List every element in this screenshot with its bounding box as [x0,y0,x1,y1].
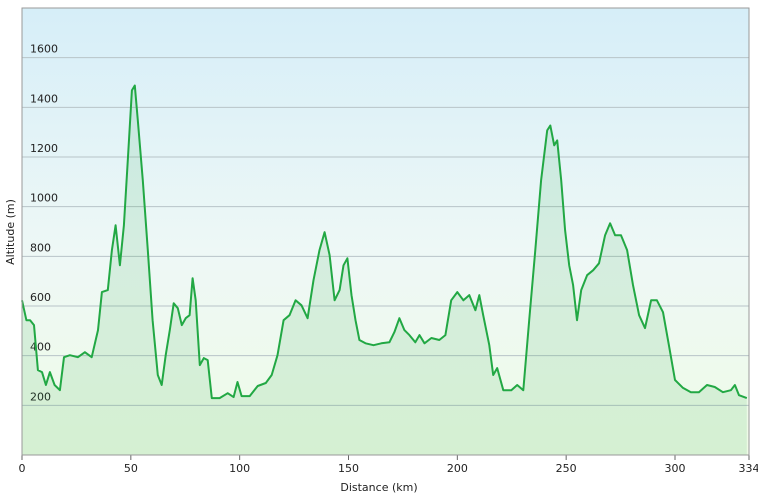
x-tick-label: 300 [664,462,685,475]
y-tick-label: 600 [30,291,51,304]
x-tick-label: 250 [556,462,577,475]
y-tick-label: 800 [30,241,51,254]
x-tick-label: 100 [229,462,250,475]
x-axis-label: Distance (km) [340,481,417,494]
y-tick-label: 1200 [30,142,58,155]
y-tick-label: 200 [30,390,51,403]
x-tick-label: 0 [19,462,26,475]
x-tick-label: 200 [447,462,468,475]
x-tick-label: 334 [739,462,758,475]
plot-border [21,7,750,456]
y-tick-label: 1000 [30,192,58,205]
x-tick-label: 50 [124,462,138,475]
y-axis-label: Altitude (m) [4,199,17,265]
line [21,84,748,400]
y-tick-label: 1600 [30,43,58,56]
area-fill [22,85,747,455]
y-tick-label: 1400 [30,92,58,105]
x-tick-label: 150 [338,462,359,475]
plot-area [21,7,750,456]
